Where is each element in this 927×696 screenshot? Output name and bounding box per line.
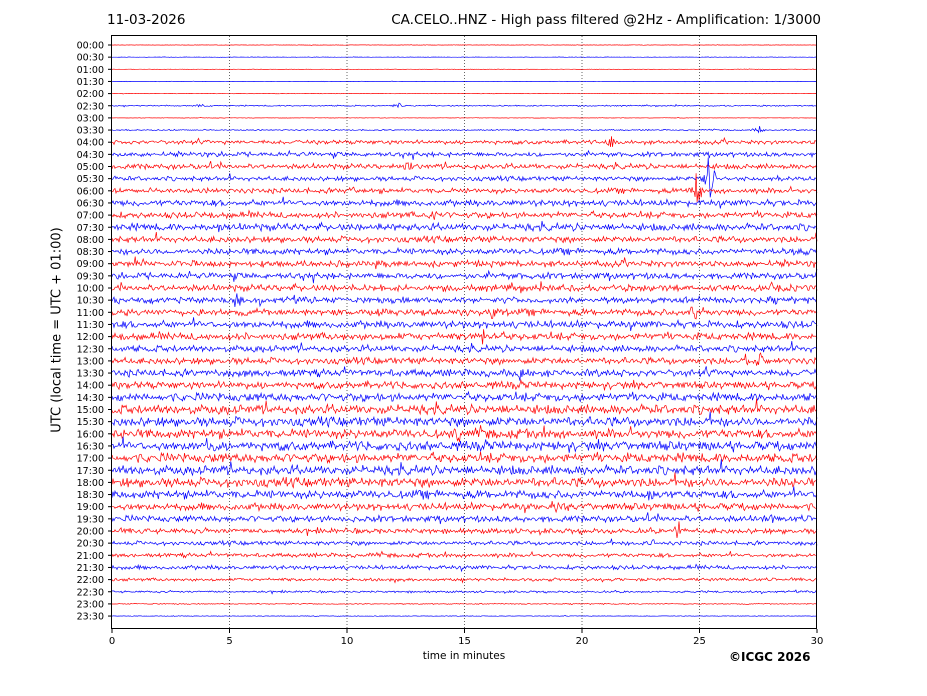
trace-0600 [111,173,818,203]
y-tick-label: 18:00 [77,478,104,489]
y-tick-label: 03:00 [77,113,104,124]
x-tick-label: 0 [109,636,115,647]
trace-2130 [111,563,818,573]
y-tick-label: 03:30 [77,126,104,137]
trace-1830 [111,486,818,501]
trace-0700 [111,209,818,220]
trace-2000 [111,521,818,539]
grid-layer [229,36,700,629]
trace-1400 [111,378,818,391]
y-tick-label: 20:00 [77,527,104,538]
y-tick-label: 14:30 [77,393,104,404]
y-tick-label: 09:30 [77,271,104,282]
y-tick-label: 19:30 [77,514,104,525]
y-tick-label: 07:30 [77,223,104,234]
y-tick-label: 02:00 [77,89,104,100]
y-tick-label: 10:30 [77,296,104,307]
y-tick-label: 06:30 [77,198,104,209]
y-tick-label: 18:30 [77,490,104,501]
x-axis-label: time in minutes [422,650,506,662]
trace-1600 [111,425,818,442]
y-tick-label: 01:30 [77,77,104,88]
y-tick-label: 23:30 [77,612,104,623]
y-tick-label: 10:00 [77,284,104,295]
y-tick-label: 12:30 [77,344,104,355]
y-tick-label: 22:00 [77,575,104,586]
x-tick-label: 5 [226,636,232,647]
y-tick-label: 00:30 [77,53,104,64]
y-tick-label: 20:30 [77,539,104,550]
y-tick-label: 13:30 [77,369,104,380]
y-tick-label: 14:00 [77,381,104,392]
y-tick-label: 22:30 [77,587,104,598]
trace-2030 [111,538,818,547]
x-tick-label: 10 [341,636,354,647]
x-tick-label: 25 [693,636,706,647]
trace-1530 [111,411,818,429]
y-tick-label: 19:00 [77,502,104,513]
y-tick-label: 04:00 [77,138,104,149]
y-tick-label: 04:30 [77,150,104,161]
y-tick-label: 01:00 [77,65,104,76]
trace-1730 [111,459,818,477]
y-tick-label: 21:30 [77,563,104,574]
y-tick-label: 06:00 [77,186,104,197]
y-tick-label: 02:30 [77,101,104,112]
y-tick-label: 16:00 [77,429,104,440]
x-tick-layer: 0 5 10 15 20 25 30 [109,629,824,647]
trace-2100 [111,550,818,559]
plot-frame [111,35,817,629]
y-tick-label: 05:00 [77,162,104,173]
x-tick-label: 30 [811,636,824,647]
date-label: 11-03-2026 [107,12,186,28]
y-tick-label: 15:00 [77,405,104,416]
y-tick-label: 17:00 [77,454,104,465]
y-tick-label: 08:30 [77,247,104,258]
y-tick-label: 08:00 [77,235,104,246]
chart-title: CA.CELO..HNZ - High pass filtered @2Hz -… [391,12,821,28]
y-tick-label: 23:00 [77,599,104,610]
y-tick-label: 17:30 [77,466,104,477]
trace-2200 [111,576,818,584]
y-tick-label: 15:30 [77,417,104,428]
y-tick-label: 12:00 [77,332,104,343]
y-tick-label: 13:00 [77,356,104,367]
y-tick-label: 07:00 [77,211,104,222]
y-tick-label: 09:00 [77,259,104,270]
trace-1130 [111,317,818,331]
y-tick-label: 16:30 [77,441,104,452]
y-tick-label: 11:30 [77,320,104,331]
y-tick-label: 00:00 [77,41,104,52]
x-tick-label: 20 [576,636,589,647]
trace-0430 [111,149,818,160]
x-tick-label: 15 [458,636,471,647]
trace-1500 [111,398,818,416]
y-tick-label: 11:00 [77,308,104,319]
y-tick-label: 05:30 [77,174,104,185]
copyright-credit: ©ICGC 2026 [729,650,811,664]
y-tick-label: 21:00 [77,551,104,562]
